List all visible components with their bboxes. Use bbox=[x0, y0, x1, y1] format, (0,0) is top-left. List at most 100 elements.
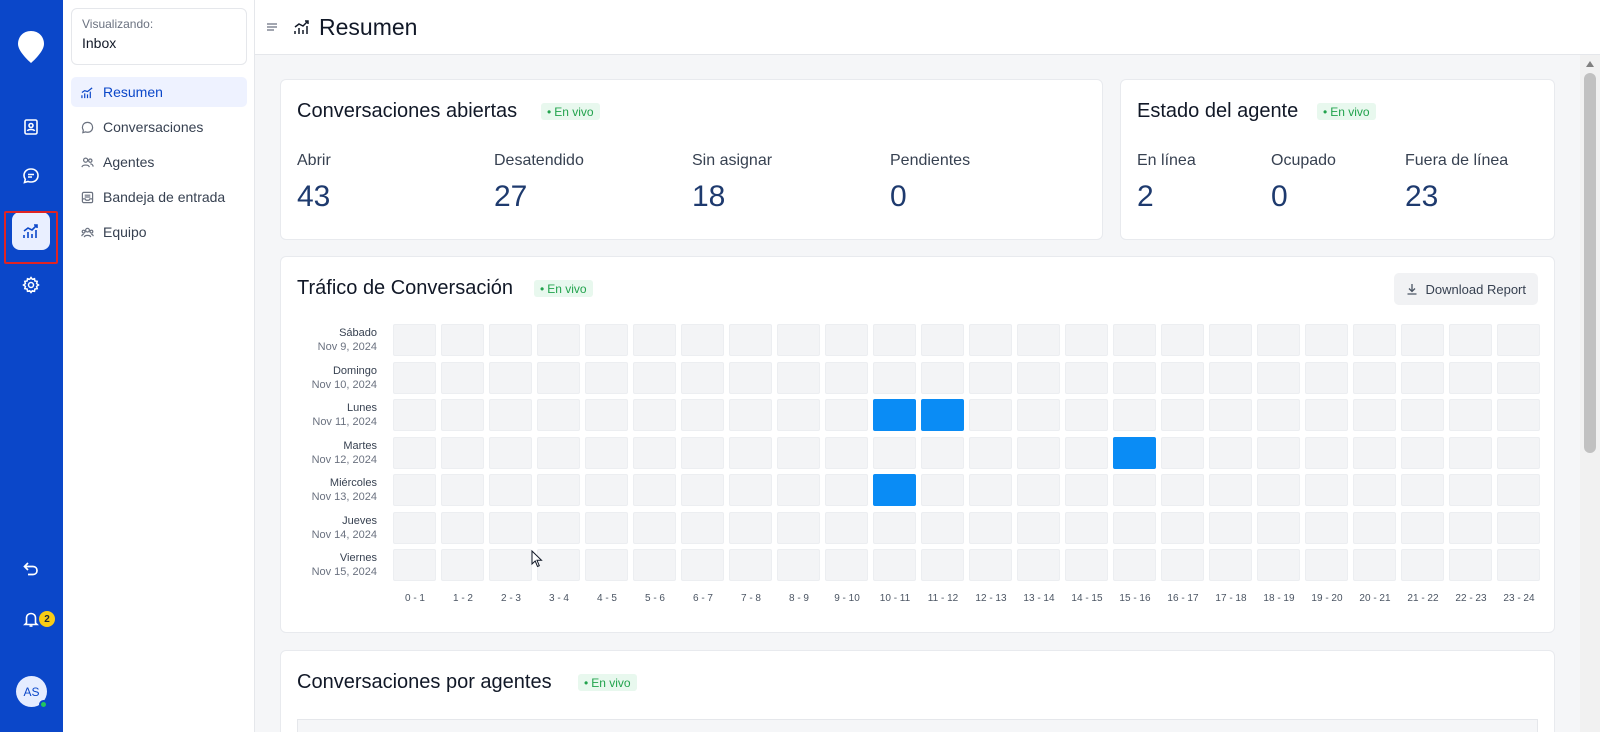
heatmap-cell[interactable] bbox=[1161, 511, 1204, 544]
heatmap-cell[interactable] bbox=[1065, 549, 1108, 581]
heatmap-cell[interactable] bbox=[1401, 361, 1444, 394]
heatmap-cell[interactable] bbox=[873, 549, 916, 581]
heatmap-cell[interactable] bbox=[825, 474, 868, 506]
heatmap-cell[interactable] bbox=[969, 324, 1012, 356]
heatmap-cell[interactable] bbox=[537, 399, 580, 431]
heatmap-cell[interactable] bbox=[1305, 399, 1348, 431]
heatmap-cell[interactable] bbox=[825, 399, 868, 431]
heatmap-cell[interactable] bbox=[633, 324, 676, 356]
heatmap-cell[interactable] bbox=[1257, 511, 1300, 544]
heatmap-cell[interactable] bbox=[1113, 436, 1156, 469]
heatmap-cell[interactable] bbox=[633, 361, 676, 394]
heatmap-cell[interactable] bbox=[1209, 511, 1252, 544]
heatmap-cell[interactable] bbox=[681, 399, 724, 431]
heatmap-cell[interactable] bbox=[1161, 324, 1204, 356]
heatmap-cell[interactable] bbox=[1353, 474, 1396, 506]
heatmap-cell[interactable] bbox=[1449, 399, 1492, 431]
heatmap-cell[interactable] bbox=[537, 511, 580, 544]
heatmap-cell[interactable] bbox=[1449, 436, 1492, 469]
heatmap-cell[interactable] bbox=[825, 324, 868, 356]
heatmap-cell[interactable] bbox=[873, 361, 916, 394]
heatmap-cell[interactable] bbox=[777, 361, 820, 394]
heatmap-cell[interactable] bbox=[1497, 549, 1540, 581]
heatmap-cell[interactable] bbox=[1113, 549, 1156, 581]
heatmap-cell[interactable] bbox=[1353, 549, 1396, 581]
heatmap-cell[interactable] bbox=[969, 549, 1012, 581]
heatmap-cell[interactable] bbox=[441, 361, 484, 394]
menu-toggle-icon[interactable] bbox=[265, 20, 279, 34]
heatmap-cell[interactable] bbox=[777, 474, 820, 506]
heatmap-cell[interactable] bbox=[1161, 436, 1204, 469]
heatmap-cell[interactable] bbox=[1209, 436, 1252, 469]
heatmap-cell[interactable] bbox=[729, 511, 772, 544]
heatmap-cell[interactable] bbox=[1449, 474, 1492, 506]
heatmap-cell[interactable] bbox=[1449, 549, 1492, 581]
sidebar-item-agentes[interactable]: Agentes bbox=[71, 147, 247, 177]
page-scrollbar[interactable] bbox=[1580, 55, 1600, 732]
heatmap-cell[interactable] bbox=[1401, 549, 1444, 581]
heatmap-cell[interactable] bbox=[921, 474, 964, 506]
heatmap-cell[interactable] bbox=[1209, 549, 1252, 581]
heatmap-cell[interactable] bbox=[393, 399, 436, 431]
heatmap-cell[interactable] bbox=[1017, 436, 1060, 469]
heatmap-cell[interactable] bbox=[825, 436, 868, 469]
heatmap-cell[interactable] bbox=[969, 361, 1012, 394]
heatmap-cell[interactable] bbox=[1113, 474, 1156, 506]
heatmap-cell[interactable] bbox=[1401, 324, 1444, 356]
heatmap-cell[interactable] bbox=[1017, 361, 1060, 394]
heatmap-cell[interactable] bbox=[489, 324, 532, 356]
settings-nav-button[interactable] bbox=[12, 266, 50, 304]
heatmap-cell[interactable] bbox=[921, 324, 964, 356]
heatmap-cell[interactable] bbox=[1497, 474, 1540, 506]
heatmap-cell[interactable] bbox=[441, 549, 484, 581]
heatmap-cell[interactable] bbox=[537, 324, 580, 356]
heatmap-cell[interactable] bbox=[969, 474, 1012, 506]
heatmap-cell[interactable] bbox=[441, 511, 484, 544]
heatmap-cell[interactable] bbox=[441, 436, 484, 469]
heatmap-cell[interactable] bbox=[1017, 511, 1060, 544]
heatmap-cell[interactable] bbox=[1449, 361, 1492, 394]
heatmap-cell[interactable] bbox=[393, 324, 436, 356]
sidebar-item-bandeja[interactable]: Bandeja de entrada bbox=[71, 182, 247, 212]
heatmap-cell[interactable] bbox=[777, 399, 820, 431]
heatmap-cell[interactable] bbox=[1353, 361, 1396, 394]
heatmap-cell[interactable] bbox=[777, 549, 820, 581]
heatmap-cell[interactable] bbox=[1257, 474, 1300, 506]
heatmap-cell[interactable] bbox=[729, 399, 772, 431]
context-switcher[interactable]: Visualizando: Inbox bbox=[71, 8, 247, 65]
heatmap-cell[interactable] bbox=[1017, 324, 1060, 356]
heatmap-cell[interactable] bbox=[489, 474, 532, 506]
heatmap-cell[interactable] bbox=[489, 361, 532, 394]
heatmap-cell[interactable] bbox=[1065, 324, 1108, 356]
heatmap-cell[interactable] bbox=[1497, 436, 1540, 469]
heatmap-cell[interactable] bbox=[1449, 511, 1492, 544]
notifications-nav-button[interactable] bbox=[12, 600, 50, 638]
heatmap-cell[interactable] bbox=[585, 511, 628, 544]
heatmap-cell[interactable] bbox=[1497, 324, 1540, 356]
heatmap-cell[interactable] bbox=[1305, 549, 1348, 581]
heatmap-cell[interactable] bbox=[633, 436, 676, 469]
heatmap-cell[interactable] bbox=[873, 511, 916, 544]
heatmap-cell[interactable] bbox=[921, 549, 964, 581]
heatmap-cell[interactable] bbox=[729, 324, 772, 356]
heatmap-cell[interactable] bbox=[777, 436, 820, 469]
heatmap-cell[interactable] bbox=[921, 436, 964, 469]
heatmap-cell[interactable] bbox=[393, 436, 436, 469]
contacts-nav-button[interactable] bbox=[12, 108, 50, 146]
heatmap-cell[interactable] bbox=[777, 324, 820, 356]
heatmap-cell[interactable] bbox=[489, 436, 532, 469]
heatmap-cell[interactable] bbox=[1305, 474, 1348, 506]
heatmap-cell[interactable] bbox=[441, 474, 484, 506]
heatmap-cell[interactable] bbox=[1113, 324, 1156, 356]
heatmap-cell[interactable] bbox=[681, 436, 724, 469]
heatmap-cell[interactable] bbox=[777, 511, 820, 544]
sidebar-item-conversaciones[interactable]: Conversaciones bbox=[71, 112, 247, 142]
reports-nav-button[interactable] bbox=[12, 212, 50, 250]
heatmap-cell[interactable] bbox=[1161, 361, 1204, 394]
heatmap-cell[interactable] bbox=[1497, 511, 1540, 544]
heatmap-cell[interactable] bbox=[1209, 324, 1252, 356]
heatmap-cell[interactable] bbox=[537, 549, 580, 581]
download-report-button[interactable]: Download Report bbox=[1393, 273, 1538, 305]
heatmap-cell[interactable] bbox=[1257, 436, 1300, 469]
heatmap-cell[interactable] bbox=[585, 399, 628, 431]
